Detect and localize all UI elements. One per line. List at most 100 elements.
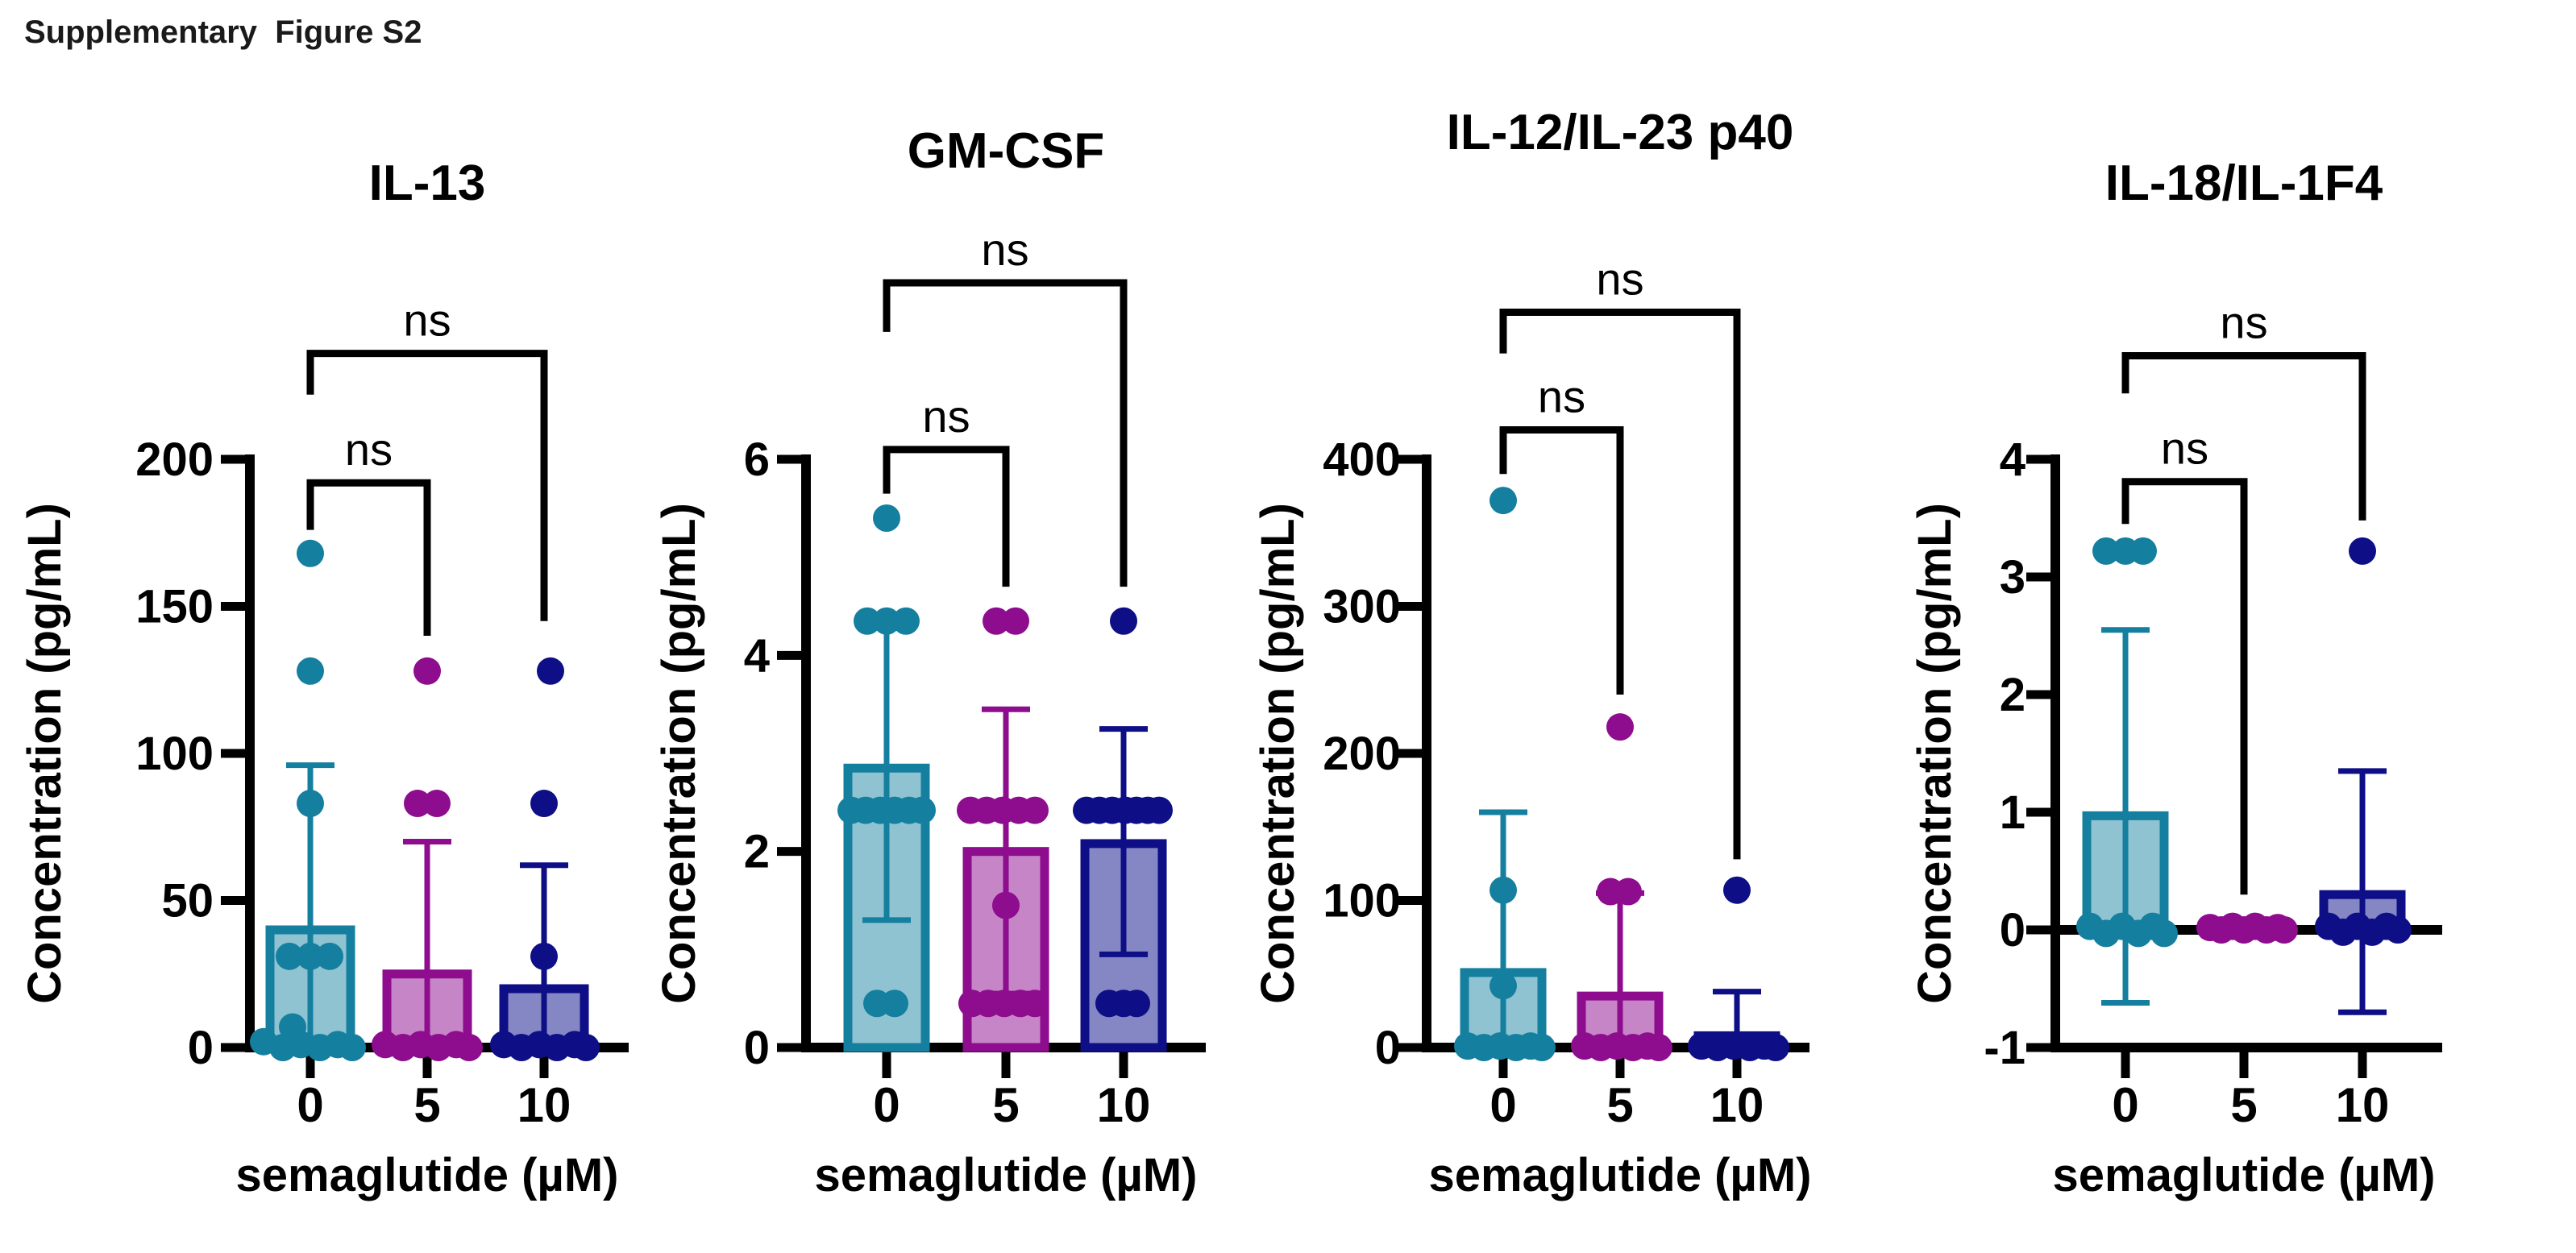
significance-bracket	[1499, 309, 1741, 860]
y-tick-label: 4	[744, 629, 770, 682]
data-point	[572, 1034, 600, 1061]
significance-label: ns	[2161, 423, 2208, 474]
data-point	[276, 942, 303, 970]
data-point	[873, 607, 900, 635]
chart-title: IL-13	[369, 156, 486, 211]
x-tick-label: 5	[992, 1078, 1019, 1132]
x-tick-label: 5	[2230, 1078, 2257, 1132]
significance-bracket	[2121, 352, 2366, 521]
chart-title: IL-12/IL-23 p40	[1447, 105, 1794, 160]
chart-panel-2: GM-CSF Concentration (pg/mL) semaglutide (…	[653, 123, 1206, 1201]
data-point	[423, 790, 451, 818]
y-tick-label: 100	[135, 728, 214, 780]
x-tick-label: 0	[297, 1078, 323, 1132]
significance-label: ns	[1538, 371, 1585, 422]
data-point	[908, 796, 936, 824]
data-point	[339, 1034, 366, 1061]
significance-bracket	[2121, 478, 2248, 895]
significance-bracket	[883, 279, 1128, 587]
y-tick-label: 200	[135, 434, 214, 486]
y-axis-label: Concentration (pg/mL)	[1909, 503, 1961, 1004]
data-point	[413, 657, 441, 685]
y-tick-label: 0	[188, 1022, 214, 1074]
x-tick-label: 10	[517, 1078, 571, 1132]
significance-label: ns	[922, 391, 970, 442]
significance-label: ns	[981, 224, 1028, 275]
data-point	[537, 657, 564, 685]
y-tick-label: 6	[744, 434, 770, 486]
significance-label: ns	[1596, 254, 1643, 305]
y-tick-label: 0	[744, 1022, 770, 1074]
y-tick-label: 150	[135, 581, 214, 633]
data-point	[1110, 607, 1137, 635]
y-tick-label: 2	[2000, 669, 2025, 721]
significance-label: ns	[403, 295, 451, 346]
data-point	[854, 607, 881, 635]
data-point	[1490, 487, 1517, 515]
x-tick-label: 5	[1606, 1078, 1633, 1132]
significance-label: ns	[2220, 297, 2267, 348]
data-point	[455, 1034, 483, 1061]
chart-title: GM-CSF	[908, 123, 1105, 179]
data-point	[992, 891, 1020, 919]
data-point	[297, 657, 324, 685]
data-point	[881, 990, 908, 1018]
y-tick-label: -1	[1984, 1022, 2025, 1074]
x-tick-label: 0	[2112, 1078, 2138, 1132]
chart-panel-1: IL-13 Concentration (pg/mL) semaglutide (µ…	[19, 156, 629, 1201]
x-axis-label: semaglutide (µM)	[815, 1149, 1198, 1201]
data-point	[1606, 713, 1634, 741]
data-point	[983, 607, 1010, 635]
y-tick-label: 1	[2000, 786, 2025, 839]
chart-panel-3: IL-12/IL-23 p40 Concentration (pg/mL) sema…	[1252, 105, 1811, 1201]
y-tick-label: 4	[2000, 434, 2025, 486]
data-point	[530, 790, 558, 818]
y-tick-label: 300	[1323, 581, 1401, 633]
data-point	[2092, 537, 2120, 565]
x-tick-label: 10	[1710, 1078, 1764, 1132]
x-tick-label: 5	[413, 1078, 440, 1132]
data-point	[2271, 916, 2298, 944]
y-tick-label: 0	[1375, 1022, 1401, 1074]
chart-title: IL-18/IL-1F4	[2105, 156, 2383, 211]
data-point	[316, 942, 343, 970]
y-tick-label: 3	[2000, 551, 2025, 604]
data-point	[1021, 796, 1049, 824]
x-tick-label: 0	[1490, 1078, 1516, 1132]
x-tick-label: 10	[1097, 1078, 1151, 1132]
data-point	[297, 790, 324, 818]
data-point	[297, 539, 324, 567]
data-point	[1002, 607, 1029, 635]
data-point	[2384, 916, 2412, 944]
data-point	[404, 790, 431, 818]
data-point	[2349, 537, 2376, 565]
x-axis-label: semaglutide (µM)	[236, 1149, 619, 1201]
y-tick-label: 50	[161, 875, 214, 927]
data-point	[1723, 876, 1751, 904]
data-point	[530, 942, 558, 970]
data-point	[2129, 537, 2157, 565]
data-point	[1123, 990, 1150, 1018]
data-point	[1762, 1034, 1789, 1061]
significance-label: ns	[345, 424, 393, 475]
x-tick-label: 10	[2336, 1078, 2390, 1132]
y-tick-label: 400	[1323, 434, 1401, 486]
chart-panel-4: IL-18/IL-1F4 Concentration (pg/mL) semaglu…	[1909, 156, 2442, 1201]
y-axis-label: Concentration (pg/mL)	[653, 503, 705, 1004]
significance-bracket	[1499, 426, 1624, 695]
x-tick-label: 0	[873, 1078, 900, 1132]
significance-bracket	[306, 479, 431, 636]
data-point	[1645, 1034, 1672, 1061]
x-axis-label: semaglutide (µM)	[1429, 1149, 1812, 1201]
y-tick-label: 200	[1323, 728, 1401, 780]
data-point	[1614, 878, 1642, 906]
significance-bracket	[306, 350, 548, 621]
y-axis-label: Concentration (pg/mL)	[1252, 503, 1304, 1004]
significance-bracket	[883, 446, 1010, 587]
data-point	[1490, 876, 1517, 904]
data-point	[1528, 1034, 1556, 1061]
y-axis-label: Concentration (pg/mL)	[19, 503, 71, 1004]
y-tick-label: 2	[744, 826, 770, 878]
